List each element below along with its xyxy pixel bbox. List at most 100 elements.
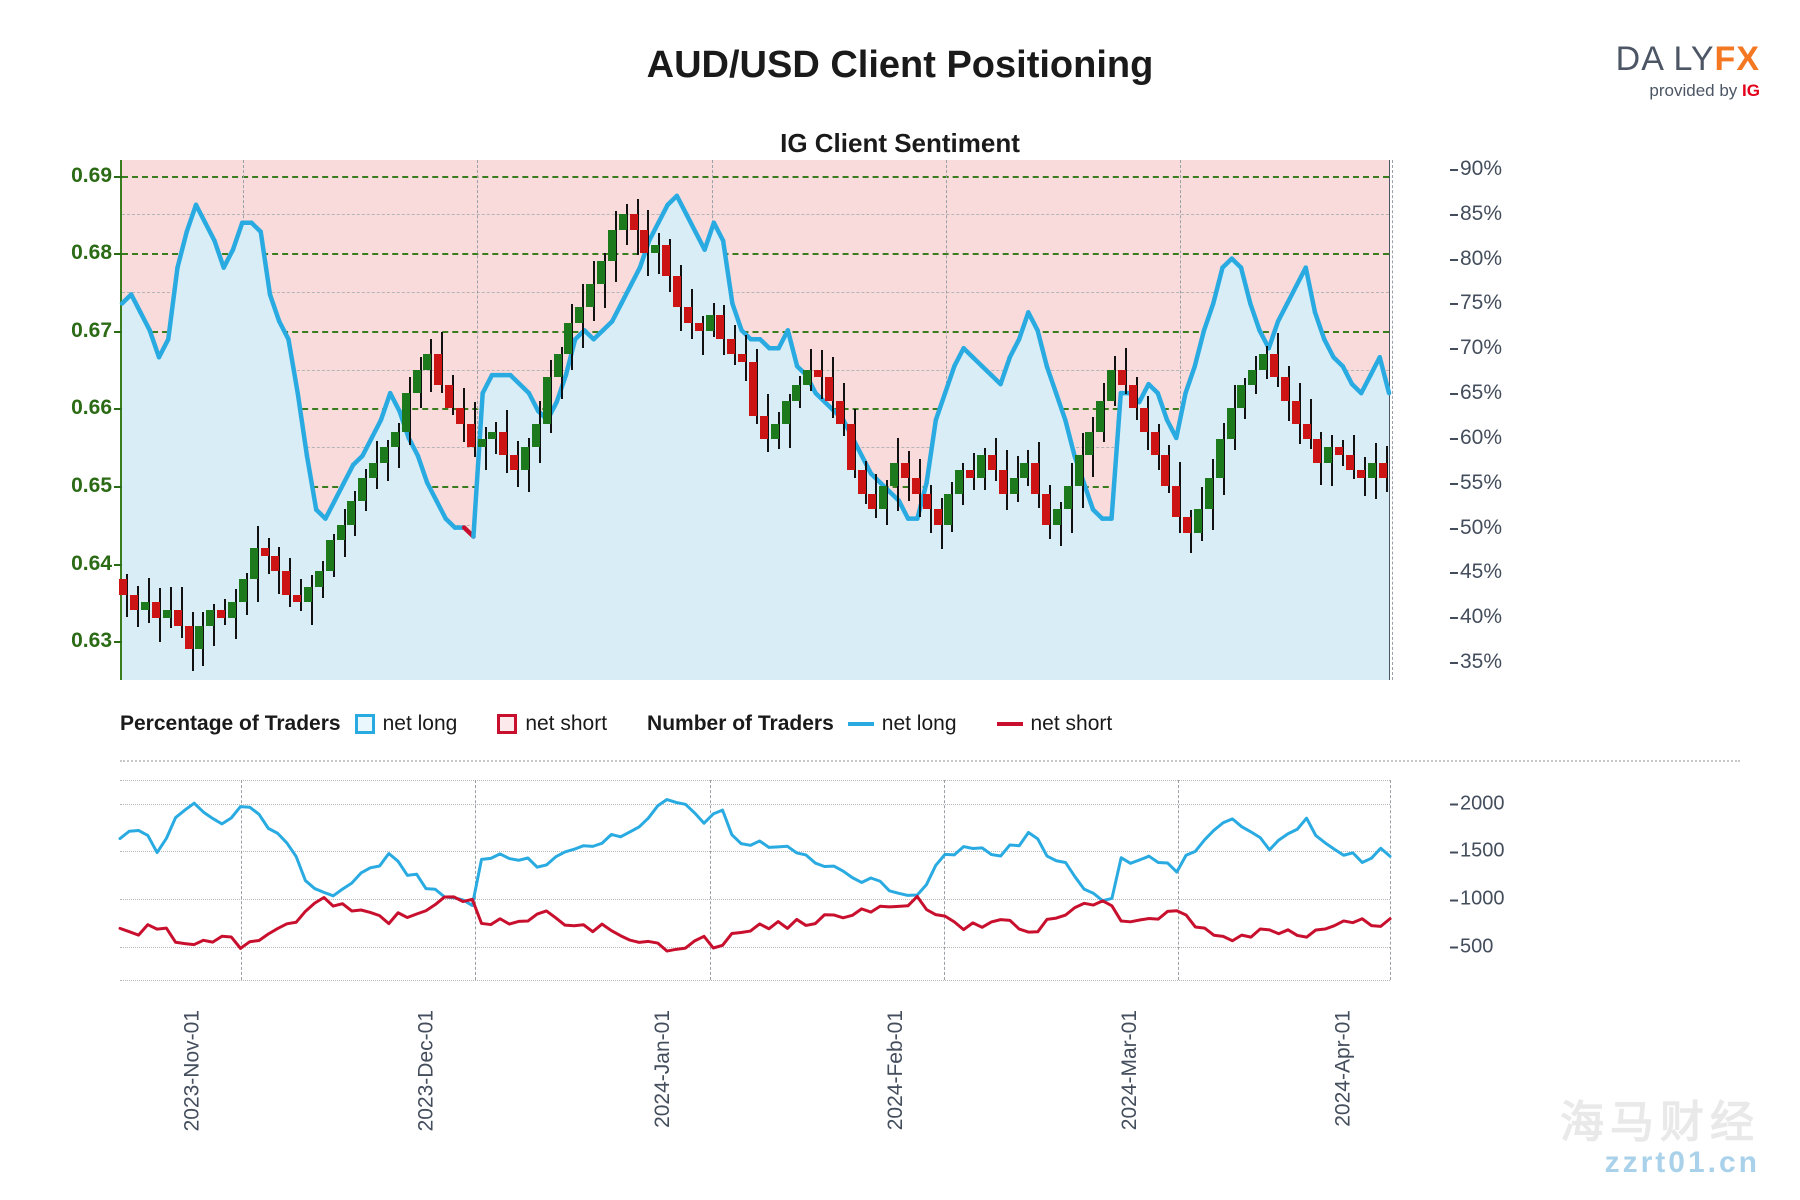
candle-body-10[interactable]	[228, 602, 236, 618]
candle-wick-4[interactable]	[170, 587, 172, 628]
candle-body-4[interactable]	[163, 610, 171, 618]
candle-wick-33[interactable]	[485, 427, 487, 469]
candle-body-17[interactable]	[304, 587, 312, 603]
candle-body-92[interactable]	[1118, 370, 1126, 386]
candle-body-86[interactable]	[1053, 509, 1061, 525]
candle-body-18[interactable]	[315, 571, 323, 587]
candle-body-77[interactable]	[955, 470, 963, 493]
candle-body-40[interactable]	[554, 354, 562, 377]
legend-item-pct-netlong[interactable]: net long	[355, 712, 458, 736]
candle-body-42[interactable]	[575, 307, 583, 323]
candle-body-89[interactable]	[1085, 432, 1093, 455]
candle-body-7[interactable]	[195, 626, 203, 649]
candle-body-96[interactable]	[1161, 455, 1169, 486]
candle-wick-13[interactable]	[268, 538, 270, 574]
candle-body-82[interactable]	[1010, 478, 1018, 494]
candle-body-74[interactable]	[923, 494, 931, 510]
candle-body-65[interactable]	[825, 377, 833, 400]
candle-body-101[interactable]	[1216, 439, 1224, 478]
candle-body-30[interactable]	[445, 385, 453, 408]
lower-chart-plot-area[interactable]	[120, 780, 1390, 980]
candle-body-26[interactable]	[402, 393, 410, 432]
candle-body-60[interactable]	[771, 424, 779, 440]
candle-body-15[interactable]	[282, 571, 290, 594]
candle-body-116[interactable]	[1379, 463, 1387, 479]
candle-body-81[interactable]	[999, 470, 1007, 493]
candle-body-83[interactable]	[1020, 463, 1028, 479]
candle-body-67[interactable]	[847, 424, 855, 471]
candle-body-50[interactable]	[662, 245, 670, 276]
candle-body-106[interactable]	[1270, 354, 1278, 377]
candle-body-76[interactable]	[944, 494, 952, 525]
candle-body-62[interactable]	[792, 385, 800, 401]
candle-body-100[interactable]	[1205, 478, 1213, 509]
candle-body-24[interactable]	[380, 447, 388, 463]
candle-body-90[interactable]	[1096, 401, 1104, 432]
candle-body-80[interactable]	[988, 455, 996, 471]
candle-body-102[interactable]	[1227, 408, 1235, 439]
candle-body-59[interactable]	[760, 416, 768, 439]
candle-body-112[interactable]	[1335, 447, 1343, 455]
candle-body-110[interactable]	[1313, 439, 1321, 462]
candle-body-105[interactable]	[1259, 354, 1267, 370]
candle-body-35[interactable]	[499, 432, 507, 455]
candle-body-88[interactable]	[1075, 455, 1083, 486]
candle-body-99[interactable]	[1194, 509, 1202, 532]
legend-item-num-netshort[interactable]: net short	[997, 712, 1113, 736]
candle-body-41[interactable]	[564, 323, 572, 354]
candle-body-113[interactable]	[1346, 455, 1354, 471]
candle-body-6[interactable]	[185, 626, 193, 649]
candle-body-8[interactable]	[206, 610, 214, 626]
candle-body-109[interactable]	[1303, 424, 1311, 440]
candle-body-97[interactable]	[1172, 486, 1180, 517]
candle-body-16[interactable]	[293, 595, 301, 603]
candle-body-55[interactable]	[716, 315, 724, 338]
candle-body-68[interactable]	[858, 470, 866, 493]
candle-body-79[interactable]	[977, 455, 985, 478]
candle-body-104[interactable]	[1248, 370, 1256, 386]
candle-body-33[interactable]	[478, 439, 486, 447]
candle-body-75[interactable]	[934, 509, 942, 525]
candle-body-87[interactable]	[1064, 486, 1072, 509]
candle-body-36[interactable]	[510, 455, 518, 471]
candle-body-103[interactable]	[1237, 385, 1245, 408]
candle-body-39[interactable]	[543, 377, 551, 424]
candle-body-85[interactable]	[1042, 494, 1050, 525]
candle-body-34[interactable]	[488, 432, 496, 440]
candle-body-38[interactable]	[532, 424, 540, 447]
candle-body-21[interactable]	[347, 501, 355, 524]
candle-body-37[interactable]	[521, 447, 529, 470]
candle-body-63[interactable]	[803, 370, 811, 386]
candle-body-3[interactable]	[152, 602, 160, 618]
candle-body-107[interactable]	[1281, 377, 1289, 400]
candle-wick-74[interactable]	[930, 485, 932, 533]
candle-body-94[interactable]	[1140, 408, 1148, 431]
candle-body-0[interactable]	[119, 579, 127, 595]
candle-body-73[interactable]	[912, 478, 920, 494]
candle-body-61[interactable]	[782, 401, 790, 424]
candle-body-23[interactable]	[369, 463, 377, 479]
candle-body-9[interactable]	[217, 610, 225, 618]
candle-body-49[interactable]	[651, 245, 659, 253]
candle-body-5[interactable]	[174, 610, 182, 626]
candle-body-66[interactable]	[836, 401, 844, 424]
candle-body-19[interactable]	[326, 540, 334, 571]
candle-body-54[interactable]	[706, 315, 714, 331]
candle-body-22[interactable]	[358, 478, 366, 501]
candle-body-115[interactable]	[1368, 463, 1376, 479]
candle-body-58[interactable]	[749, 362, 757, 416]
candle-body-11[interactable]	[239, 579, 247, 602]
candle-body-27[interactable]	[413, 370, 421, 393]
candle-body-64[interactable]	[814, 370, 822, 378]
candle-body-12[interactable]	[250, 548, 258, 579]
candle-wick-2[interactable]	[148, 578, 150, 623]
candle-body-78[interactable]	[966, 470, 974, 478]
candle-body-53[interactable]	[695, 323, 703, 331]
chart-plot-area[interactable]	[120, 160, 1390, 680]
candle-body-111[interactable]	[1324, 447, 1332, 463]
candle-body-45[interactable]	[608, 230, 616, 261]
candle-body-29[interactable]	[434, 354, 442, 385]
candle-body-32[interactable]	[467, 424, 475, 447]
candle-body-46[interactable]	[619, 214, 627, 230]
candle-body-95[interactable]	[1151, 432, 1159, 455]
